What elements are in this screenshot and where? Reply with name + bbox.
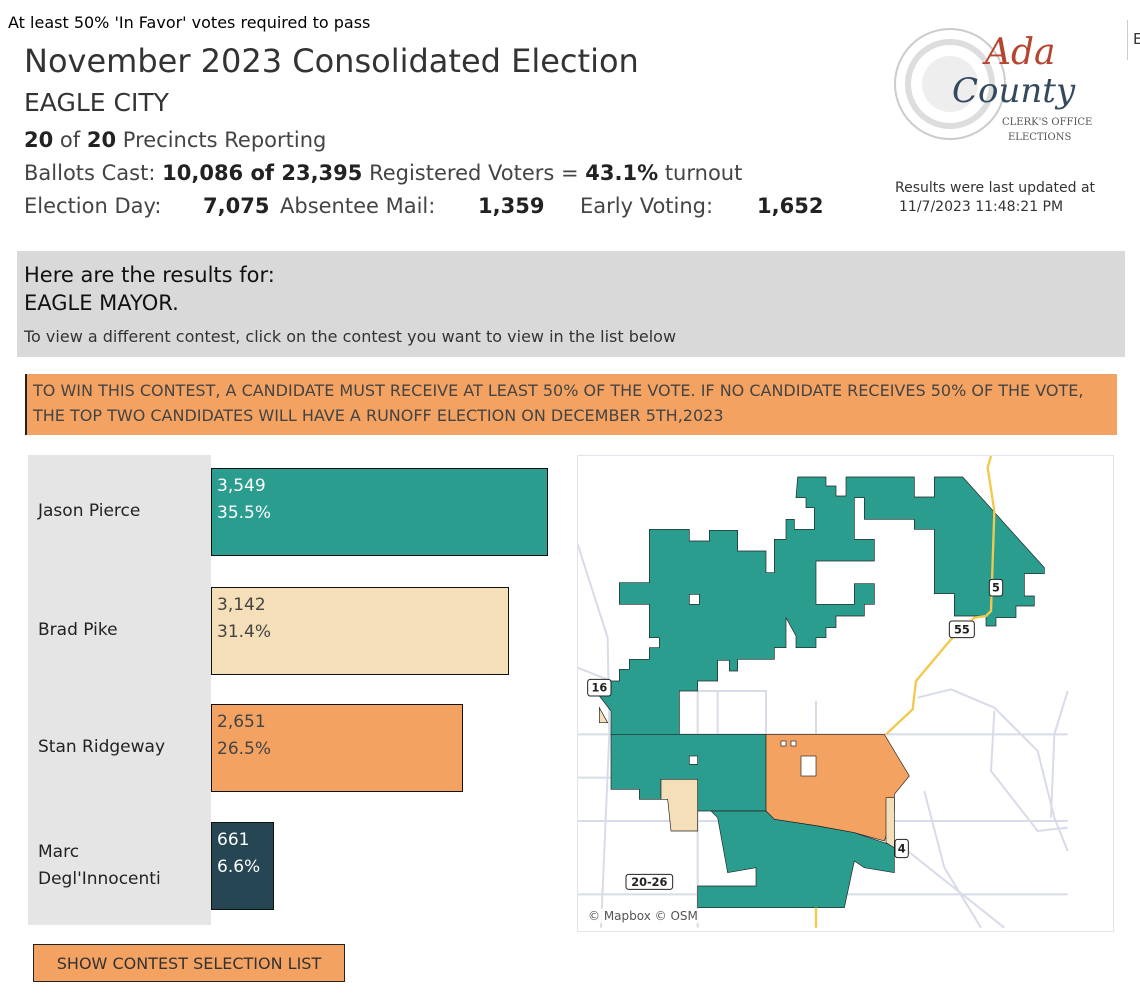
bar-value-label: 3,142 — [217, 595, 266, 615]
bar-value-label: 3,549 — [217, 476, 266, 496]
candidate-bar[interactable]: 2,651 26.5% — [211, 704, 463, 792]
absentee-label: Absentee Mail: — [280, 194, 436, 218]
win-rule-banner: TO WIN THIS CONTEST, A CANDIDATE MUST RE… — [25, 374, 1117, 435]
svg-text:Ada: Ada — [982, 32, 1056, 73]
contest-intro: Here are the results for: — [24, 263, 275, 287]
ballots-label: Ballots Cast: — [24, 161, 156, 185]
contest-name: EAGLE MAYOR. — [24, 291, 179, 315]
street — [1050, 690, 1069, 818]
map-hole — [800, 755, 817, 777]
contest-hint: To view a different contest, click on th… — [24, 327, 677, 346]
candidate-name: Brad Pike — [38, 620, 118, 640]
tab-divider — [1127, 20, 1128, 60]
precinct-beige-small — [599, 706, 609, 723]
pass-threshold-notice: At least 50% 'In Favor' votes required t… — [8, 13, 371, 32]
absentee-count: 1,359 — [478, 194, 545, 218]
highway-55 — [885, 455, 996, 736]
ballots-cast: 10,086 of 23,395 — [162, 161, 363, 185]
precincts-total: 20 — [86, 128, 117, 152]
map-credit[interactable]: © Mapbox © OSM — [585, 909, 701, 923]
precincts-reported: 20 — [24, 128, 54, 152]
last-updated-label: Results were last updated at — [895, 180, 1096, 196]
precinct-south — [697, 810, 895, 908]
ballots-line: Ballots Cast: 10,086 of 23,395 Registere… — [24, 161, 742, 185]
map-hole — [780, 740, 787, 747]
bar-percent-label: 35.5% — [217, 503, 272, 523]
route-label: 4 — [898, 842, 906, 856]
page-title: November 2023 Consolidated Election — [24, 42, 639, 80]
registered-label: Registered Voters = — [369, 161, 579, 185]
route-label: 16 — [591, 681, 607, 695]
contest-info-box — [17, 251, 1125, 357]
candidate-bar[interactable]: 661 6.6% — [211, 822, 274, 910]
win-rule-text: TO WIN THIS CONTEST, A CANDIDATE MUST RE… — [33, 381, 1084, 425]
street — [917, 688, 1069, 852]
bar-value-label: 661 — [217, 830, 250, 850]
map-hole — [689, 593, 700, 605]
precinct-north — [598, 476, 1045, 735]
election-day-label: Election Day: — [24, 194, 162, 218]
route-shield — [625, 873, 674, 890]
candidate-name: Jason Pierce — [38, 501, 141, 521]
turnout-value: 43.1% — [585, 161, 659, 185]
bar-percent-label: 26.5% — [217, 739, 272, 759]
route-shield — [988, 578, 1004, 597]
precinct-map[interactable]: 55 16 5 4 20-26 © Mapbox © OSM — [576, 455, 1114, 932]
map-hole — [689, 755, 698, 765]
street — [923, 790, 982, 929]
route-label: 20-26 — [631, 875, 667, 889]
precincts-label: Precincts Reporting — [122, 128, 327, 152]
route-label: 5 — [992, 581, 1000, 595]
route-shield — [587, 678, 612, 697]
route-label: 55 — [954, 622, 970, 636]
svg-text:County: County — [952, 71, 1076, 111]
early-voting-count: 1,652 — [757, 194, 824, 218]
svg-text:CLERK'S OFFICE: CLERK'S OFFICE — [1002, 117, 1092, 128]
tab-fragment[interactable]: E — [1133, 30, 1140, 48]
precinct-beige-west — [660, 779, 698, 832]
show-contest-list-button[interactable]: SHOW CONTEST SELECTION LIST — [33, 944, 345, 982]
candidate-bar[interactable]: 3,549 35.5% — [211, 468, 548, 556]
street — [989, 710, 1068, 833]
candidate-name: Marc Degl'Innocenti — [38, 842, 161, 889]
precinct-beige-east — [885, 797, 895, 849]
candidate-name: Stan Ridgeway — [38, 737, 166, 757]
svg-text:ELECTIONS: ELECTIONS — [1008, 132, 1071, 143]
street — [697, 690, 767, 735]
precincts-reporting: 20 of 20 Precincts Reporting — [24, 128, 326, 152]
jurisdiction-title: EAGLE CITY — [24, 88, 169, 117]
precincts-of: of — [59, 128, 81, 152]
election-day-count: 7,075 — [203, 194, 270, 218]
turnout-label: turnout — [664, 161, 743, 185]
map-hole — [790, 740, 797, 747]
last-updated-timestamp: 11/7/2023 11:48:21 PM — [899, 199, 1064, 215]
route-shield — [894, 838, 909, 859]
street — [576, 544, 611, 928]
street — [577, 666, 612, 682]
bar-value-label: 2,651 — [217, 712, 266, 732]
candidate-bar[interactable]: 3,142 31.4% — [211, 587, 510, 675]
early-voting-label: Early Voting: — [580, 194, 714, 218]
bar-percent-label: 31.4% — [217, 622, 272, 642]
ada-county-logo: Ada County CLERK'S OFFICE ELECTIONS — [890, 24, 1120, 149]
street — [907, 850, 1005, 929]
route-shield — [948, 620, 975, 639]
last-updated: Results were last updated at 11/7/2023 1… — [895, 179, 1095, 217]
bar-percent-label: 6.6% — [217, 857, 261, 877]
